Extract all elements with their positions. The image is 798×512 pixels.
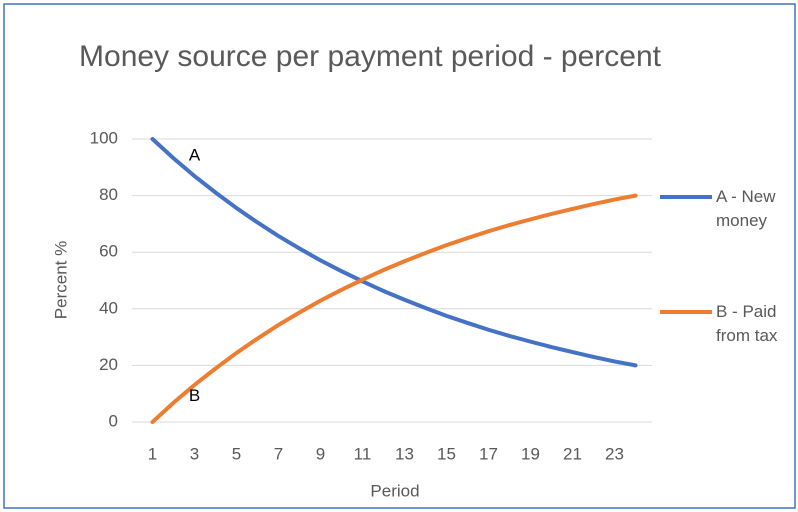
y-tick-label: 100 [90,128,118,147]
chart-title: Money source per payment period - percen… [79,40,661,73]
x-tick-label: 13 [395,444,414,463]
line-series [150,137,638,368]
x-tick-label: 9 [316,444,325,463]
y-tick-label: 80 [99,185,118,204]
y-tick-label: 0 [109,411,118,430]
y-tick-label: 40 [99,298,118,317]
y-tick-label: 20 [99,355,118,374]
annotation: A [189,145,201,164]
x-tick-label: 5 [232,444,241,463]
x-tick-label: 3 [190,444,199,463]
x-tick-label: 23 [605,444,624,463]
line-series [150,193,638,424]
x-tick-label: 15 [437,444,456,463]
legend-label: A - New money [716,187,776,230]
y-axis-label: Percent % [51,241,70,319]
x-tick-label: 19 [521,444,540,463]
x-axis-label: Period [370,481,419,500]
x-tick-label: 1 [148,444,157,463]
annotation: B [189,386,200,405]
x-tick-label: 17 [479,444,498,463]
x-tick-label: 7 [274,444,283,463]
x-tick-label: 21 [563,444,582,463]
y-tick-label: 60 [99,242,118,261]
x-tick-label: 11 [354,444,372,463]
chart-border [3,3,796,509]
legend-label: B - Paid from tax [716,302,778,345]
